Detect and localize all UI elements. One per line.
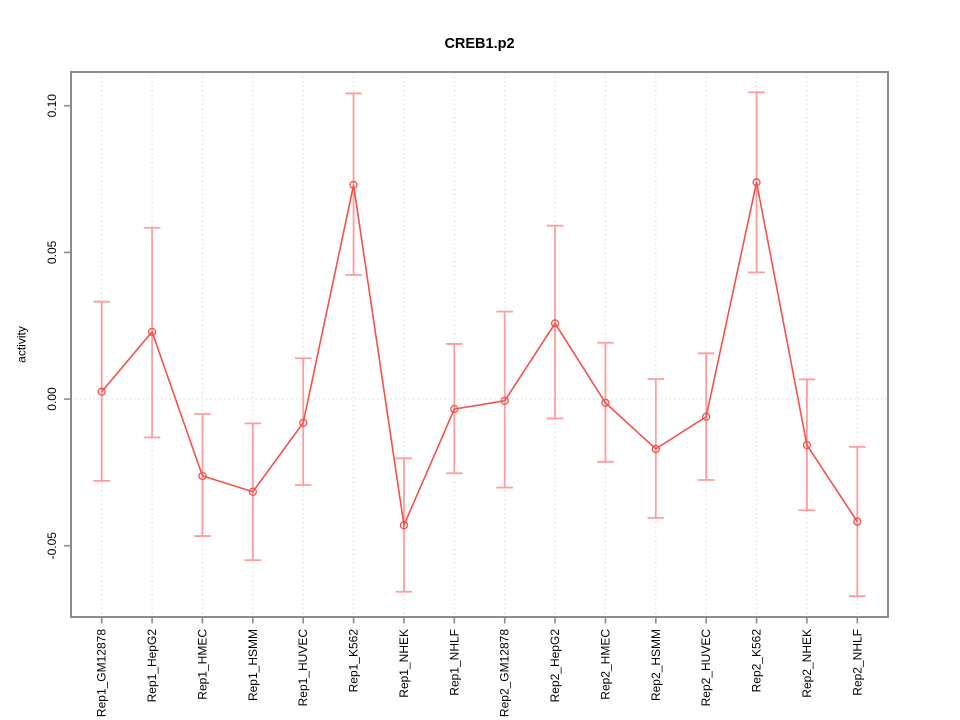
data-point xyxy=(198,471,207,481)
y-axis-tick-label: 0.05 xyxy=(45,240,59,264)
data-point xyxy=(853,517,862,526)
x-axis-label: Rep2_HSMM xyxy=(649,629,663,701)
x-axis-label: Rep2_HepG2 xyxy=(548,629,562,703)
data-point xyxy=(802,440,812,450)
data-point xyxy=(349,180,358,190)
x-axis-label: Rep2_HUVEC xyxy=(699,629,713,707)
x-axis-label: Rep1_K562 xyxy=(347,629,361,693)
series-layer xyxy=(97,178,862,530)
x-axis-label: Rep2_GM12878 xyxy=(498,629,512,717)
y-axis-title: activity xyxy=(15,326,29,363)
error-bar-layer xyxy=(93,91,866,598)
data-point xyxy=(299,418,308,427)
data-point xyxy=(248,487,257,496)
data-point xyxy=(399,521,409,530)
grid-layer xyxy=(71,72,888,617)
data-line xyxy=(101,182,858,529)
data-point xyxy=(702,412,711,421)
data-point xyxy=(97,387,106,396)
x-axis-label: Rep2_K562 xyxy=(750,629,764,693)
data-point xyxy=(550,319,560,328)
data-point xyxy=(601,398,610,408)
data-point xyxy=(450,404,459,414)
chart-title: CREB1.p2 xyxy=(444,36,514,52)
x-axis-label: Rep2_HMEC xyxy=(598,629,612,700)
plot-border xyxy=(70,71,889,618)
x-axis-label: Rep2_NHEK xyxy=(800,629,814,698)
x-axis-label: Rep1_HSMM xyxy=(246,629,260,701)
error-bar xyxy=(345,92,362,276)
x-axis-label: Rep1_GM12878 xyxy=(95,629,109,717)
data-point xyxy=(500,396,509,405)
x-axis-label: Rep2_NHLF xyxy=(850,629,864,696)
data-point xyxy=(651,444,660,454)
axes-layer: Rep1_GM12878 Rep1_HepG2 Rep1_HMEC Rep1_HSMM… xyxy=(45,71,889,717)
x-axis-label: Rep1_HUVEC xyxy=(296,629,310,707)
y-axis-tick-label: -0.05 xyxy=(45,532,59,560)
x-axis-label: Rep1_HMEC xyxy=(195,629,209,700)
data-point xyxy=(752,178,761,187)
x-axis-label: Rep1_NHLF xyxy=(447,629,461,696)
x-axis-label: Rep1_HepG2 xyxy=(145,629,159,703)
x-axis-label: Rep1_NHEK xyxy=(397,629,411,698)
data-point xyxy=(147,327,157,337)
y-axis-tick-label: 0.10 xyxy=(45,94,59,118)
y-axis-tick-label: 0.00 xyxy=(45,387,59,411)
